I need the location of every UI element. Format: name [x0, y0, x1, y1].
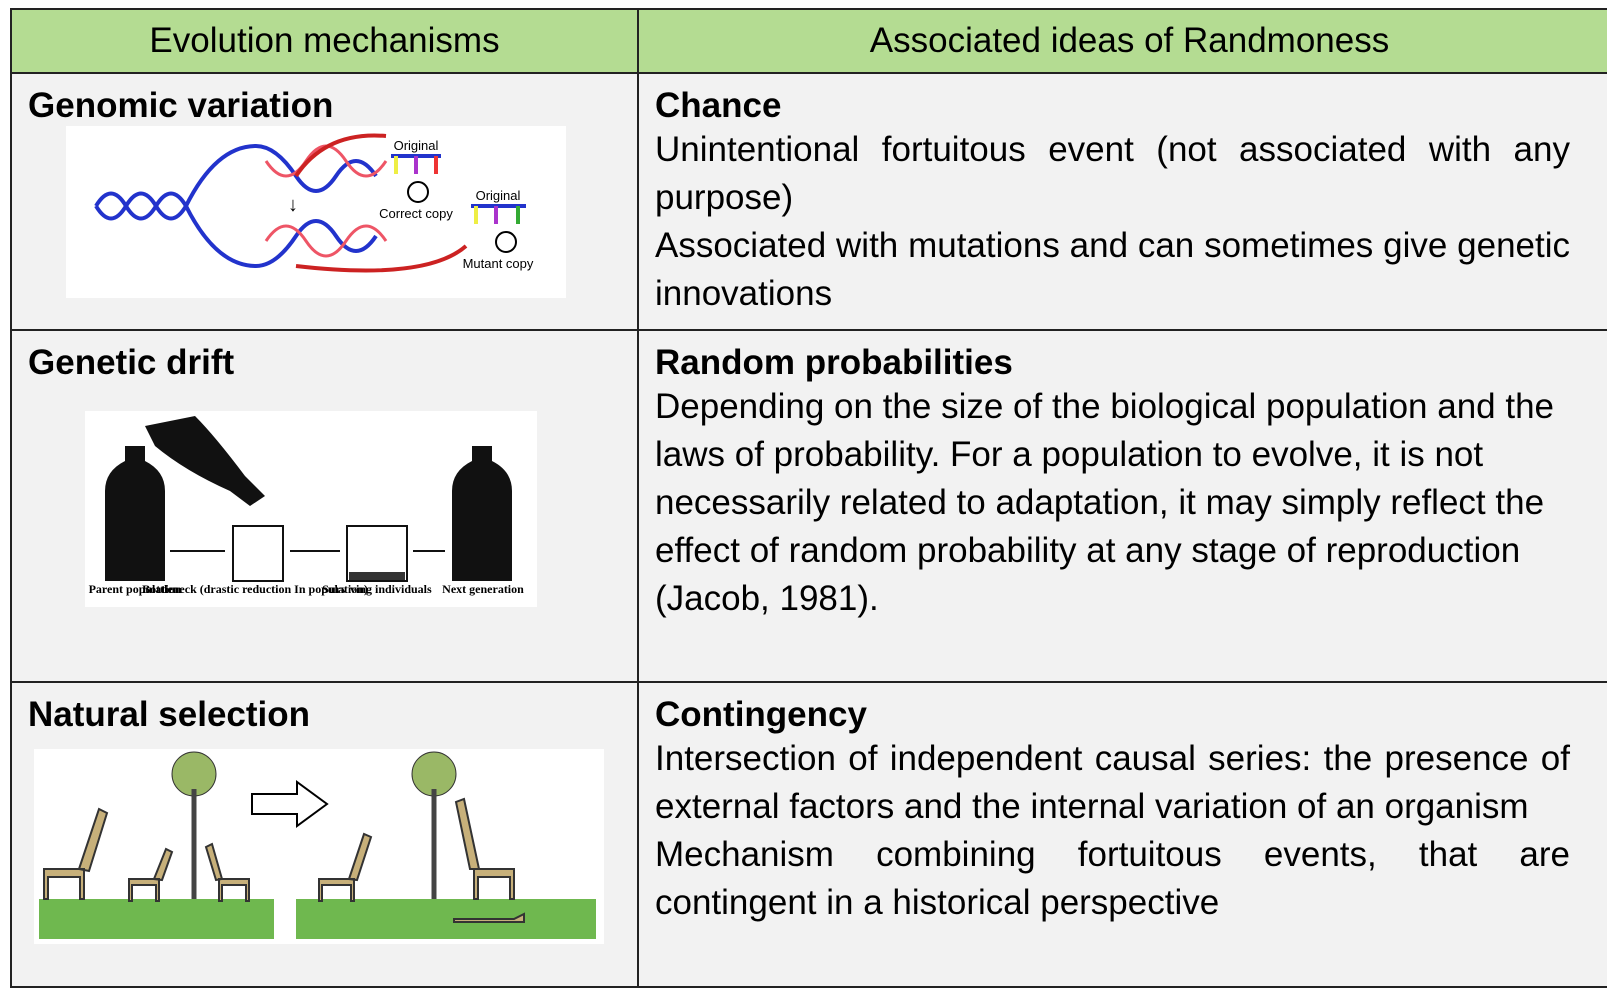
table-row: Genetic drift Parent population Bottlene…	[10, 329, 1607, 683]
mechanism: Genetic drift	[28, 343, 235, 382]
dna-figure: ↓ Original Correct copy Original Mutant …	[66, 126, 566, 298]
idea-title: Random probabilities	[655, 343, 1013, 382]
mechanism-cell: Genomic variation ↓ Original Correct cop…	[10, 72, 639, 331]
mechanism: Genomic variation	[28, 86, 334, 125]
svg-text:↓: ↓	[288, 194, 298, 216]
idea-title: Contingency	[655, 695, 867, 734]
idea-cell: Random probabilities Depending on the siz…	[637, 329, 1607, 683]
header-cell: Evolution mechanisms	[10, 8, 639, 74]
mechanism-cell: Natural selection	[10, 681, 639, 988]
figure-label: Mutant copy	[463, 256, 534, 271]
idea-description: Depending on the size of the biological …	[655, 387, 1555, 618]
idea-cell: Contingency Intersection of independent c…	[637, 681, 1607, 988]
giraffe-figure	[34, 749, 604, 944]
figure-label: Next generation	[442, 582, 524, 596]
idea-description: Unintentional fortuitous event (not asso…	[655, 130, 1570, 217]
idea-description: Intersection of independent causal serie…	[655, 739, 1570, 826]
table-row: Genomic variation ↓ Original Correct cop…	[10, 72, 1607, 331]
figure-label: Bottleneck (drastic reduction In populat…	[142, 582, 368, 596]
figure-label: Original	[394, 138, 439, 153]
idea-description: Associated with mutations and can someti…	[655, 226, 1570, 313]
mechanism-cell: Genetic drift Parent population Bottlene…	[10, 329, 639, 683]
drift-figure: Parent population Bottleneck (drastic re…	[85, 411, 537, 607]
mechanisms-table: Evolution mechanisms Associated ideas of…	[10, 8, 1607, 988]
idea-title: Chance	[655, 86, 782, 125]
idea-cell: Chance Unintentional fortuitous event (no…	[637, 72, 1607, 331]
header-row: Evolution mechanisms Associated ideas of…	[10, 8, 1607, 74]
figure-label: Original	[476, 188, 521, 203]
table-row: Natural selection Contingency Intersectio…	[10, 681, 1607, 988]
figure-label: Parent population	[89, 582, 182, 596]
idea-description: Mechanism combining fortuitous events, t…	[655, 835, 1570, 922]
mechanism: Natural selection	[28, 695, 311, 734]
figure-label: Correct copy	[379, 206, 453, 221]
header-cell: Associated ideas of Randmoness	[637, 8, 1607, 74]
figure-label: Surv ving individuals	[322, 582, 432, 596]
